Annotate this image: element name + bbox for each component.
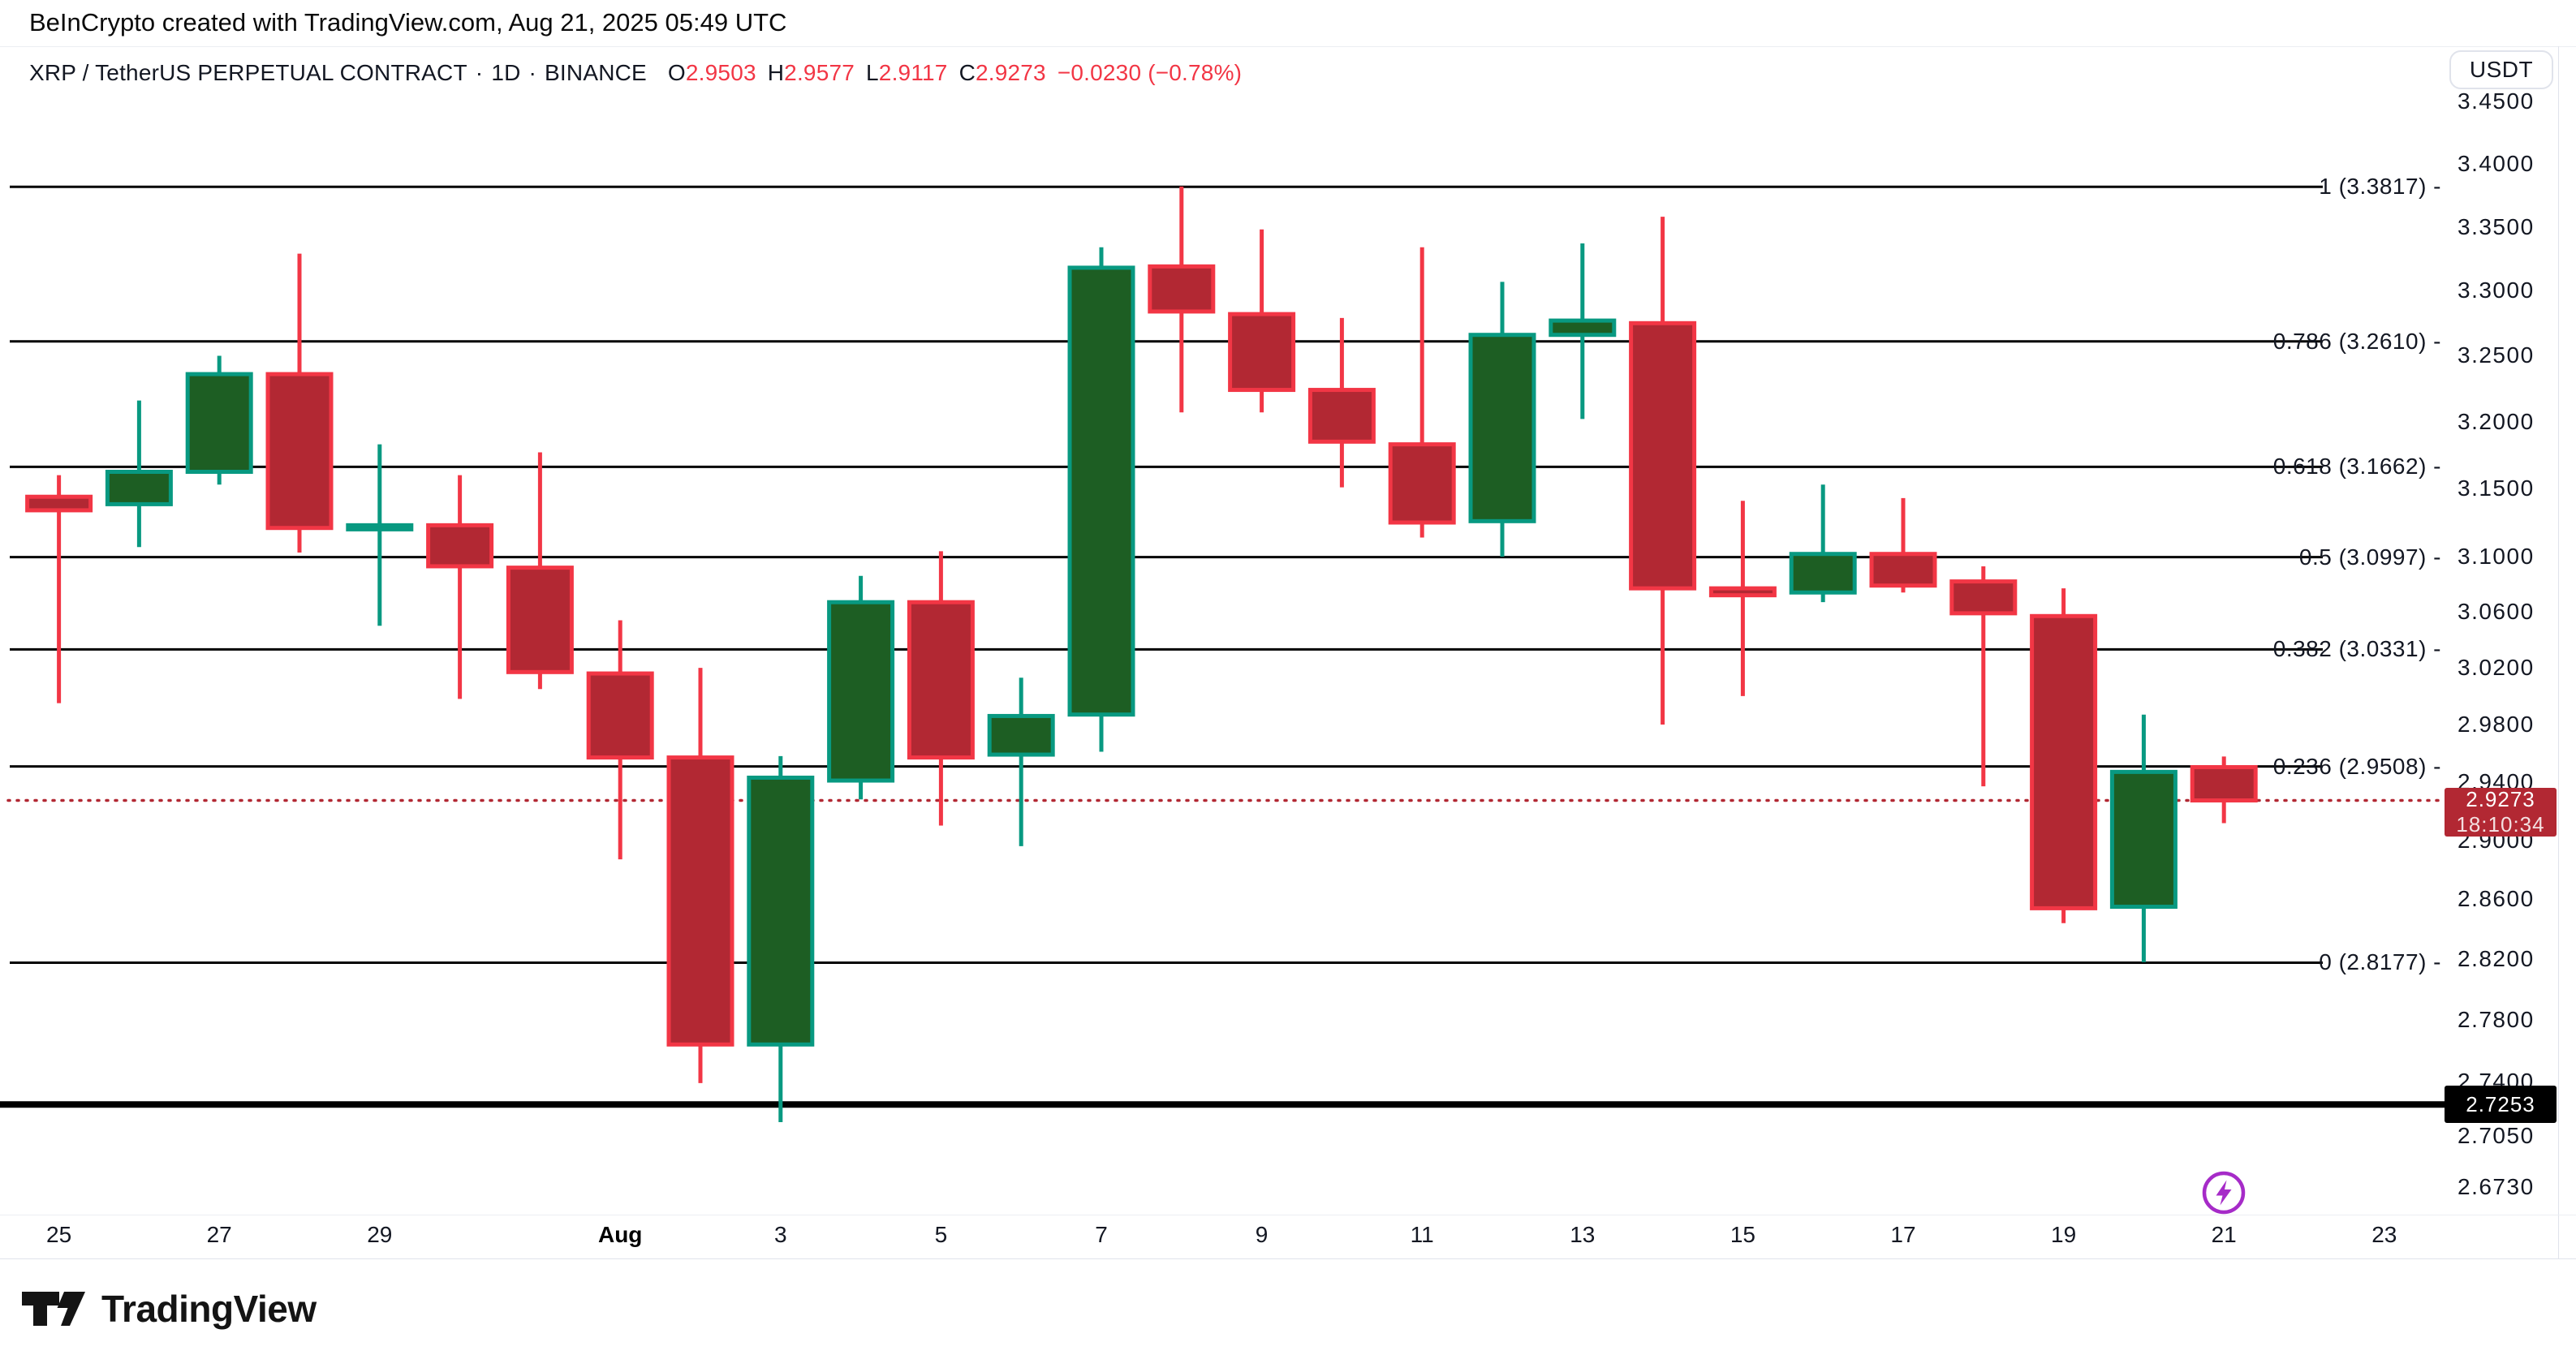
candle-body <box>1708 586 1777 598</box>
candle-body <box>105 469 173 506</box>
price-tick: 3.4500 <box>2458 88 2535 114</box>
candle-body <box>827 600 895 783</box>
candle-body <box>2030 613 2098 910</box>
price-tick: 3.0200 <box>2458 655 2535 681</box>
symbol-legend: XRP / TetherUS PERPETUAL CONTRACT · 1D · BIN… <box>29 60 1242 86</box>
event-lightning-icon[interactable] <box>2199 1168 2248 1217</box>
candle-body <box>987 713 1055 757</box>
date-tick: 25 <box>46 1222 72 1247</box>
candle-body <box>1549 318 1617 338</box>
fib-label-1: 1 (3.3817) - <box>2319 174 2441 200</box>
candle-body <box>2109 769 2178 910</box>
tradingview-logo-text: TradingView <box>101 1288 317 1330</box>
price-tick: 2.6730 <box>2458 1173 2535 1199</box>
current-price-label: 2.9273 18:10:34 <box>2445 787 2557 837</box>
price-tick: 2.7800 <box>2458 1007 2535 1033</box>
ohlc-open-key: O <box>667 60 686 85</box>
current-price-value: 2.9273 <box>2466 787 2535 812</box>
candle-body <box>586 671 654 760</box>
support-price-value: 2.7253 <box>2466 1091 2535 1116</box>
candle-body <box>1228 312 1296 393</box>
candle-body <box>1789 552 1857 595</box>
fib-label-0.5: 0.5 (3.0997) - <box>2298 544 2441 570</box>
candle-body <box>426 523 494 569</box>
fib-label-0.236: 0.236 (2.9508) - <box>2272 753 2441 779</box>
date-tick: 23 <box>2371 1222 2397 1247</box>
candle-body <box>265 372 334 531</box>
date-tick: 9 <box>1255 1222 1269 1247</box>
ohlc-low-value: 2.9117 <box>878 60 948 85</box>
exchange-label: BINANCE <box>545 60 647 85</box>
price-tick: 3.1500 <box>2458 475 2535 501</box>
price-tick: 2.9800 <box>2458 711 2535 737</box>
currency-toggle-button[interactable]: USDT <box>2449 50 2553 89</box>
price-tick: 3.2500 <box>2458 342 2535 368</box>
price-tick: 2.7050 <box>2458 1123 2535 1149</box>
candle-body <box>25 494 93 513</box>
interval-label: 1D <box>491 60 521 85</box>
date-tick: 29 <box>367 1222 393 1247</box>
ohlc-open-value: 2.9503 <box>685 60 756 85</box>
price-tick: 2.8200 <box>2458 946 2535 972</box>
ohlc-high-key: H <box>767 60 785 85</box>
fib-label-0.786: 0.786 (3.2610) - <box>2272 328 2441 354</box>
candle-body <box>1468 333 1536 523</box>
fib-label-0: 0 (2.8177) - <box>2319 949 2441 975</box>
candle-body <box>1869 552 1937 588</box>
attribution-text: BeInCrypto created with TradingView.com,… <box>29 8 787 37</box>
change-value: −0.0230 (−0.78%) <box>1057 60 1243 85</box>
ohlc-close-key: C <box>958 60 976 85</box>
date-tick: 27 <box>206 1222 232 1247</box>
date-tick: Aug <box>597 1222 643 1247</box>
symbol-title: XRP / TetherUS PERPETUAL CONTRACT <box>29 60 467 85</box>
candle-body <box>1388 442 1456 525</box>
price-tick: 3.0600 <box>2458 599 2535 625</box>
candle-body <box>1629 320 1697 591</box>
candle-body <box>185 372 253 474</box>
widget-bottom-border <box>0 1258 2576 1259</box>
price-tick: 3.3500 <box>2458 213 2535 239</box>
legend-separator: · <box>475 60 484 85</box>
price-tick: 3.1000 <box>2458 544 2535 570</box>
candle-body <box>506 566 574 674</box>
tradingview-logo-icon <box>22 1292 85 1326</box>
candle-body <box>747 775 815 1047</box>
date-tick: 15 <box>1730 1222 1755 1247</box>
candle-body <box>1307 388 1376 444</box>
fib-label-0.618: 0.618 (3.1662) - <box>2272 454 2441 480</box>
candle-body <box>666 755 734 1047</box>
date-tick: 7 <box>1095 1222 1108 1247</box>
price-tick: 3.4000 <box>2458 151 2535 176</box>
ohlc-high-value: 2.9577 <box>784 60 855 85</box>
widget-top-border <box>0 46 2576 47</box>
support-price-label: 2.7253 <box>2445 1086 2557 1124</box>
bar-countdown: 18:10:34 <box>2456 812 2545 837</box>
price-axis-border <box>2558 46 2559 1258</box>
legend-separator: · <box>528 60 537 85</box>
candle-body <box>1148 264 1216 314</box>
tradingview-logo[interactable]: TradingView <box>19 1285 317 1332</box>
candle-body <box>1949 579 2018 616</box>
candle-body <box>1067 265 1135 717</box>
date-tick: 19 <box>2051 1222 2077 1247</box>
date-tick: 5 <box>934 1222 948 1247</box>
date-tick: 21 <box>2211 1222 2237 1247</box>
fib-label-0.382: 0.382 (3.0331) - <box>2272 636 2441 662</box>
price-tick: 3.3000 <box>2458 277 2535 303</box>
date-tick: 3 <box>774 1222 787 1247</box>
ohlc-close-value: 2.9273 <box>975 60 1046 85</box>
ohlc-low-key: L <box>866 60 879 85</box>
price-tick: 3.2000 <box>2458 408 2535 434</box>
candle-body <box>346 523 414 531</box>
date-tick: 17 <box>1890 1222 1916 1247</box>
date-tick: 13 <box>1570 1222 1596 1247</box>
candle-body <box>2190 764 2258 802</box>
date-tick: 11 <box>1410 1222 1434 1247</box>
candle-body <box>907 600 975 760</box>
price-tick: 2.8600 <box>2458 886 2535 912</box>
